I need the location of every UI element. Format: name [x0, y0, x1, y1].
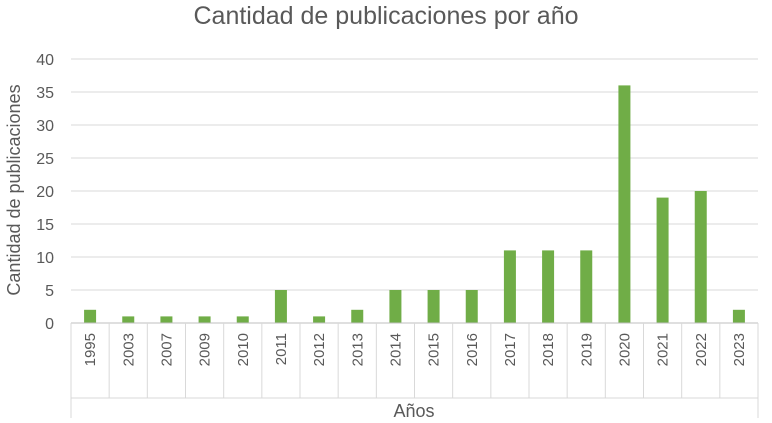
x-tick-label: 2015 — [426, 333, 443, 366]
x-tick-label: 2010 — [235, 333, 252, 366]
x-tick-label: 2014 — [387, 333, 404, 366]
y-tick-label: 5 — [45, 283, 54, 300]
y-tick-label: 40 — [36, 52, 54, 69]
x-axis-title: Años — [393, 401, 434, 421]
x-tick-label: 2009 — [197, 333, 214, 366]
bar-2009 — [198, 316, 211, 323]
chart-title: Cantidad de publicaciones por año — [193, 2, 579, 30]
x-tick-label: 1995 — [82, 333, 99, 366]
y-tick-label: 30 — [36, 118, 54, 135]
y-tick-label: 0 — [45, 316, 54, 333]
x-tick-label: 2018 — [540, 333, 557, 366]
bar-2020 — [618, 85, 631, 324]
bar-2015 — [427, 290, 440, 323]
bar-2019 — [580, 250, 593, 323]
x-tick-label: 2011 — [273, 333, 290, 365]
x-tick-label: 2012 — [311, 333, 328, 366]
x-tick-label: 2013 — [349, 333, 366, 366]
y-axis-title: Cantidad de publicaciones — [4, 84, 24, 295]
gridlines — [71, 58, 758, 324]
x-tick-label: 2022 — [693, 333, 710, 366]
y-tick-label: 25 — [36, 151, 54, 168]
axis-lines — [70, 322, 759, 418]
bar-1995 — [84, 309, 97, 323]
bars — [84, 85, 745, 324]
bar-2017 — [503, 250, 516, 323]
y-tick-label: 35 — [36, 85, 54, 102]
bar-2003 — [122, 316, 135, 323]
x-tick-label: 2019 — [578, 333, 595, 366]
bar-2018 — [542, 250, 555, 323]
y-tick-label: 10 — [36, 250, 54, 267]
x-tick-label: 2021 — [655, 333, 672, 366]
x-tick-label: 2017 — [502, 333, 519, 366]
bar-2007 — [160, 316, 173, 323]
y-tick-label: 15 — [36, 217, 54, 234]
bar-2013 — [351, 309, 364, 323]
x-tick-label: 2023 — [731, 333, 748, 366]
bar-2011 — [274, 290, 287, 323]
x-tick-label: 2016 — [464, 333, 481, 366]
bar-2010 — [236, 316, 249, 323]
x-tick-label: 2003 — [120, 333, 137, 366]
bar-2023 — [732, 309, 745, 323]
x-tick-labels: 1995 2003 2007 2009 2010 2011 2012 2013 2014 2015… — [82, 333, 748, 366]
x-tick-label: 2007 — [158, 333, 175, 366]
x-tick-label: 2020 — [616, 333, 633, 366]
bar-2021 — [656, 197, 669, 323]
y-tick-labels: 0 5 10 15 20 25 30 35 40 — [36, 52, 54, 333]
bar-2014 — [389, 290, 402, 323]
bar-2016 — [465, 290, 478, 323]
y-tick-label: 20 — [36, 184, 54, 201]
bar-2022 — [694, 191, 707, 323]
bar-2012 — [313, 316, 326, 323]
